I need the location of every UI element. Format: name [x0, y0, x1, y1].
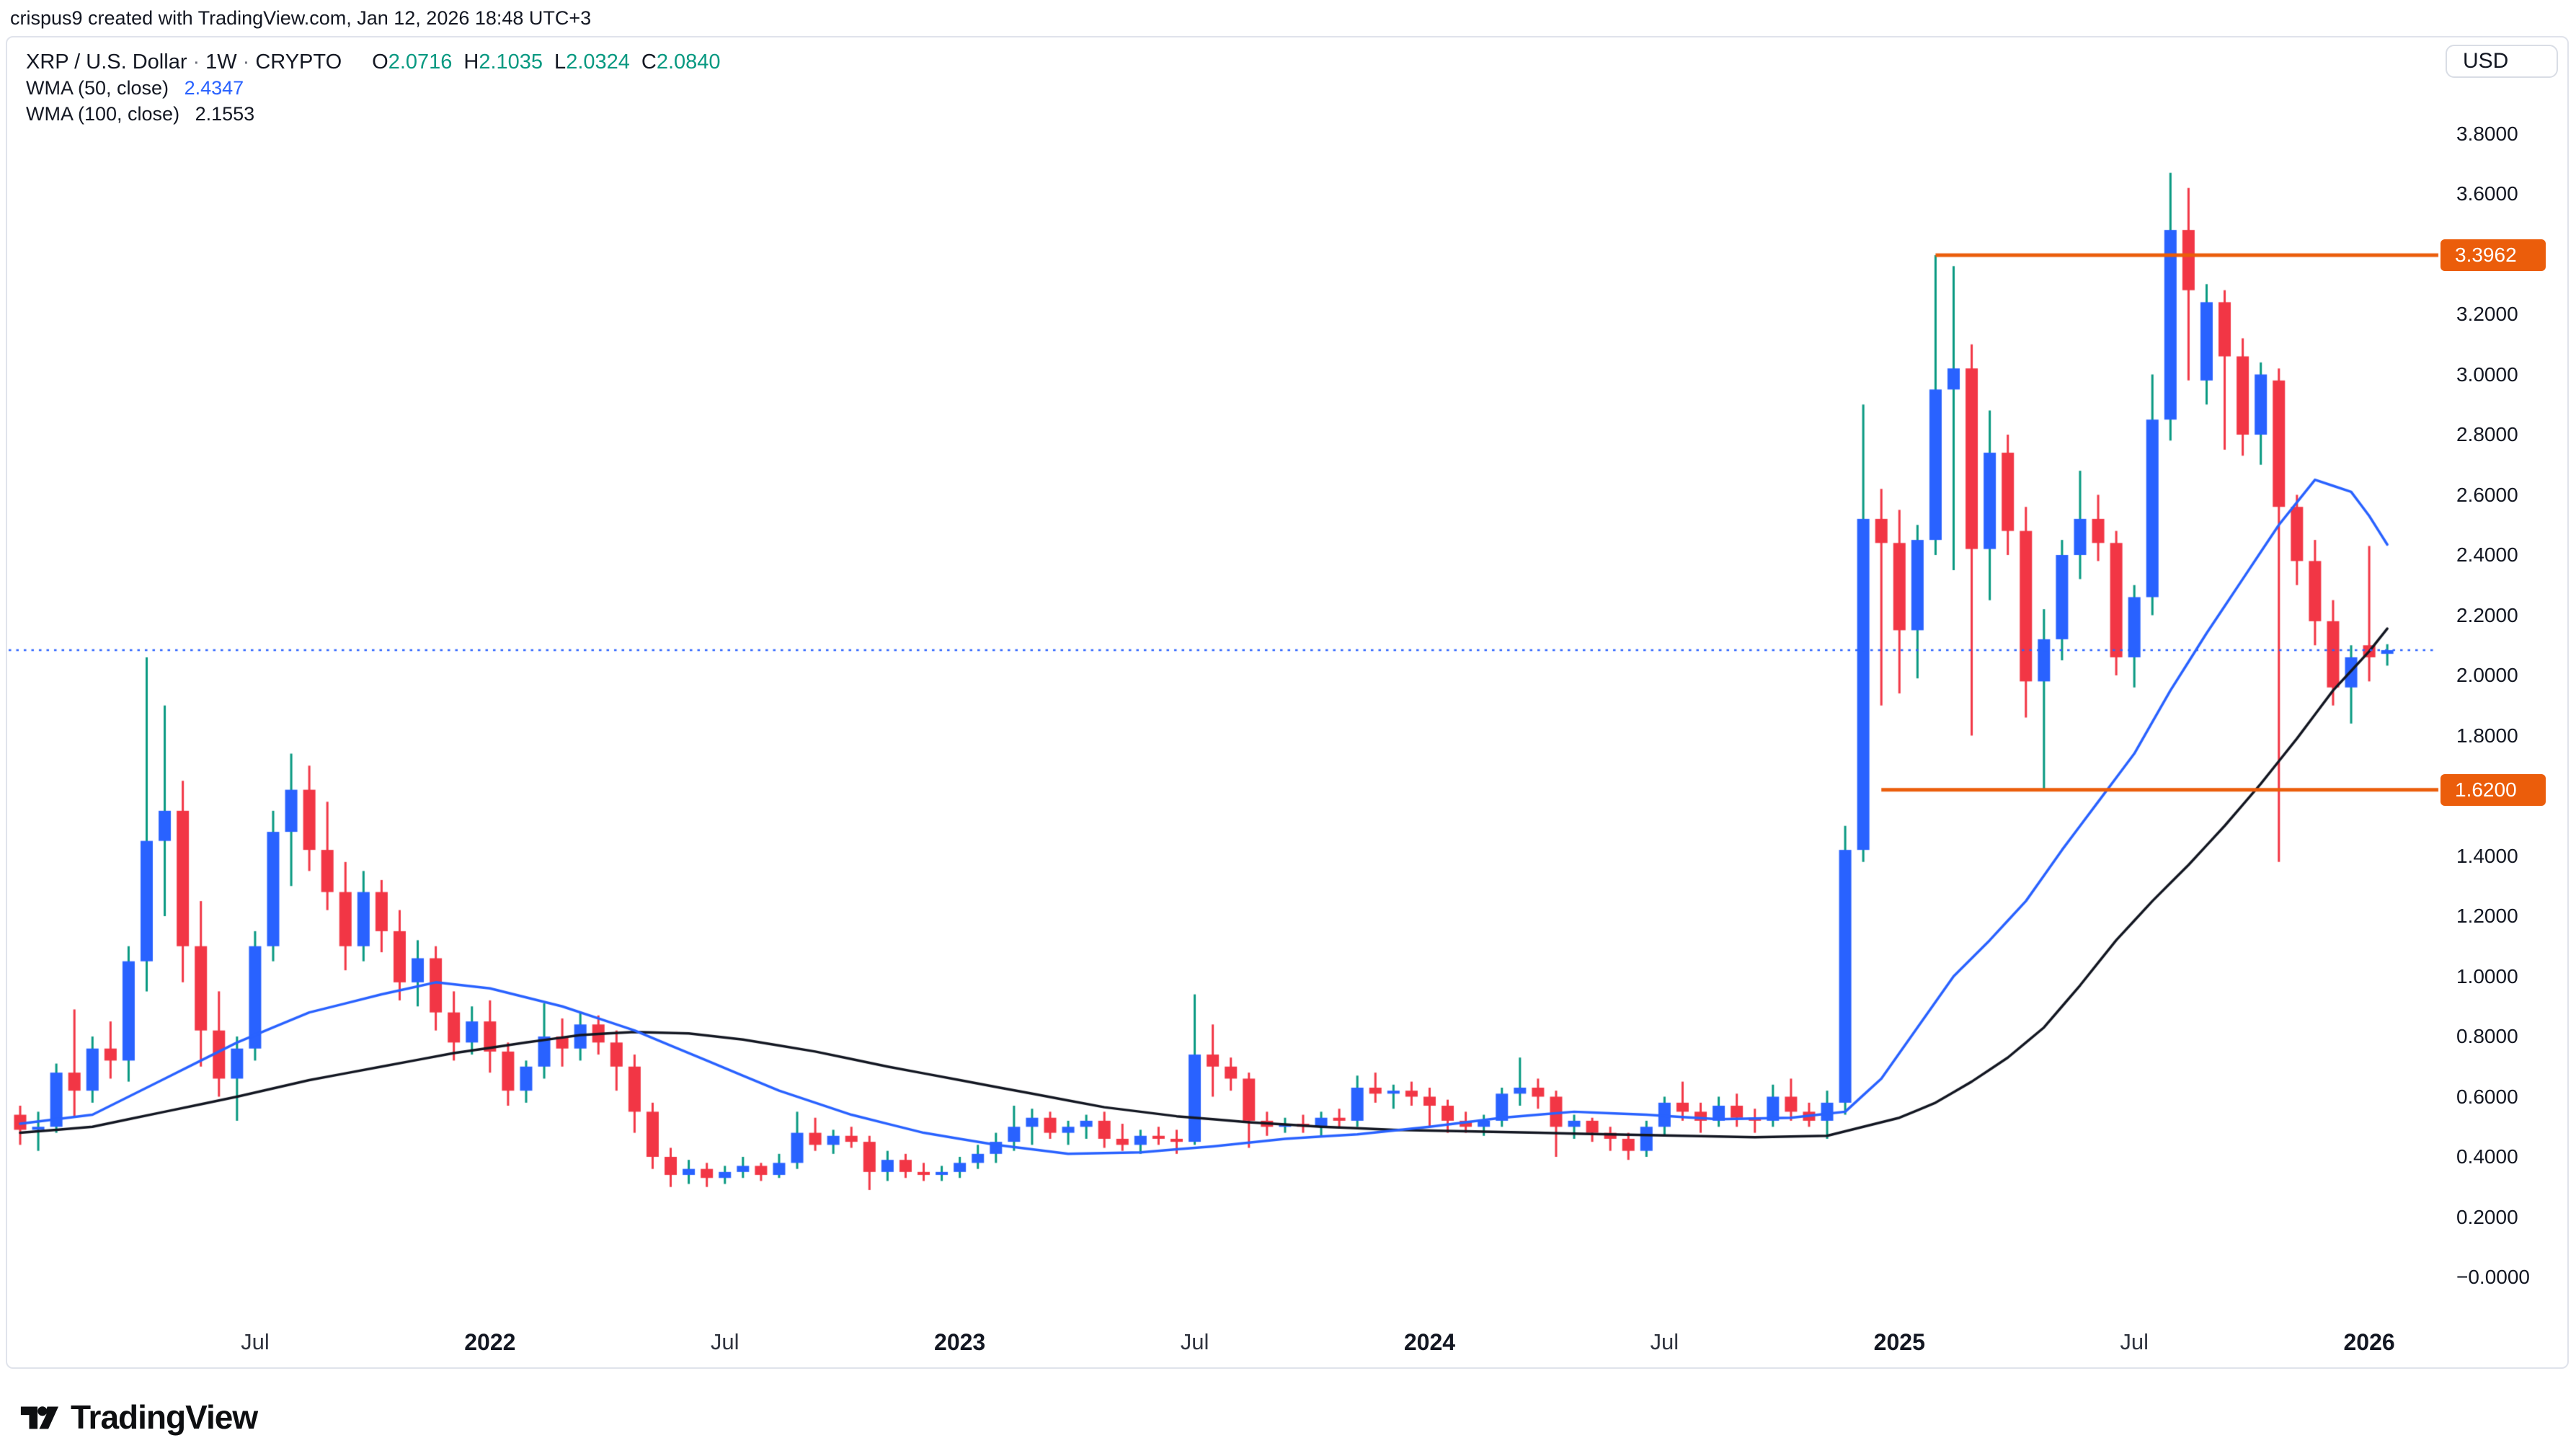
tradingview-logo-icon	[20, 1406, 59, 1429]
price-axis-label: 3.8000	[2456, 122, 2518, 145]
high-key: H	[463, 50, 479, 74]
price-axis-label: 0.4000	[2456, 1145, 2518, 1168]
time-axis-label-jul: Jul	[2120, 1329, 2149, 1354]
legend-separator: ·	[242, 50, 250, 74]
symbol-interval: 1W	[205, 50, 237, 74]
price-axis-label: 1.0000	[2456, 964, 2518, 987]
price-axis-label: 3.0000	[2456, 363, 2518, 386]
price-axis-label: 3.6000	[2456, 182, 2518, 205]
ohlc-values: O2.0716 H2.1035 L2.0324 C2.0840	[360, 50, 720, 74]
time-axis-label-2023: 2023	[934, 1329, 986, 1355]
legend-wma100-row: WMA (100, close) 2.1553	[26, 101, 721, 127]
low-value: 2.0324	[566, 50, 630, 74]
resistance-price-chip: 3.3962	[2440, 239, 2546, 272]
currency-label: USD	[2463, 49, 2509, 73]
support-price-chip: 1.6200	[2440, 773, 2546, 806]
price-axis-label: 2.2000	[2456, 603, 2518, 626]
tradingview-logo[interactable]: TradingView	[19, 1397, 258, 1437]
price-axis-label: 0.6000	[2456, 1085, 2518, 1108]
price-axis-label: 2.4000	[2456, 543, 2518, 566]
wma100-value: 2.1553	[195, 103, 255, 125]
price-axis-label: 0.8000	[2456, 1025, 2518, 1047]
time-axis-label-jul: Jul	[1180, 1329, 1209, 1354]
close-value: 2.0840	[656, 50, 721, 74]
time-axis-label-jul: Jul	[241, 1329, 270, 1354]
wma50-value: 2.4347	[184, 77, 244, 99]
time-axis-label-2022: 2022	[464, 1329, 516, 1355]
open-key: O	[372, 50, 388, 74]
price-axis-label: 0.2000	[2456, 1205, 2518, 1228]
time-axis-label-jul: Jul	[710, 1329, 740, 1354]
price-axis-label: 2.8000	[2456, 423, 2518, 445]
attribution: crispus9 created with TradingView.com, J…	[10, 7, 592, 29]
legend-symbol-row: XRP / U.S. Dollar · 1W · CRYPTO O2.0716 H2.103…	[26, 49, 721, 75]
chart-widget	[6, 36, 2569, 1369]
tradingview-logo-text: TradingView	[71, 1398, 258, 1436]
legend: XRP / U.S. Dollar · 1W · CRYPTO O2.0716 H2.103…	[26, 49, 721, 127]
symbol-title: XRP / U.S. Dollar	[26, 50, 187, 74]
time-axis-label-2024: 2024	[1403, 1329, 1456, 1355]
price-axis-label: 3.2000	[2456, 303, 2518, 325]
price-axis-label: 2.6000	[2456, 483, 2518, 506]
currency-button[interactable]: USD	[2446, 45, 2558, 78]
legend-wma50-row: WMA (50, close) 2.4347	[26, 75, 721, 101]
time-axis-label-2025: 2025	[1873, 1329, 1925, 1355]
price-axis-label: −0.0000	[2456, 1266, 2530, 1288]
time-axis-label-jul: Jul	[1650, 1329, 1679, 1354]
price-axis-label: 2.0000	[2456, 664, 2518, 686]
legend-separator: ·	[192, 50, 200, 74]
wma50-label: WMA (50, close)	[26, 77, 169, 99]
price-axis-label: 1.8000	[2456, 724, 2518, 747]
low-key: L	[554, 50, 567, 74]
close-key: C	[641, 50, 657, 74]
open-value: 2.0716	[388, 50, 453, 74]
price-axis-label: 1.2000	[2456, 905, 2518, 927]
high-value: 2.1035	[479, 50, 543, 74]
symbol-exchange: CRYPTO	[255, 50, 342, 74]
time-axis-label-2026: 2026	[2343, 1329, 2395, 1355]
wma100-label: WMA (100, close)	[26, 103, 180, 125]
price-axis-label: 1.4000	[2456, 844, 2518, 867]
